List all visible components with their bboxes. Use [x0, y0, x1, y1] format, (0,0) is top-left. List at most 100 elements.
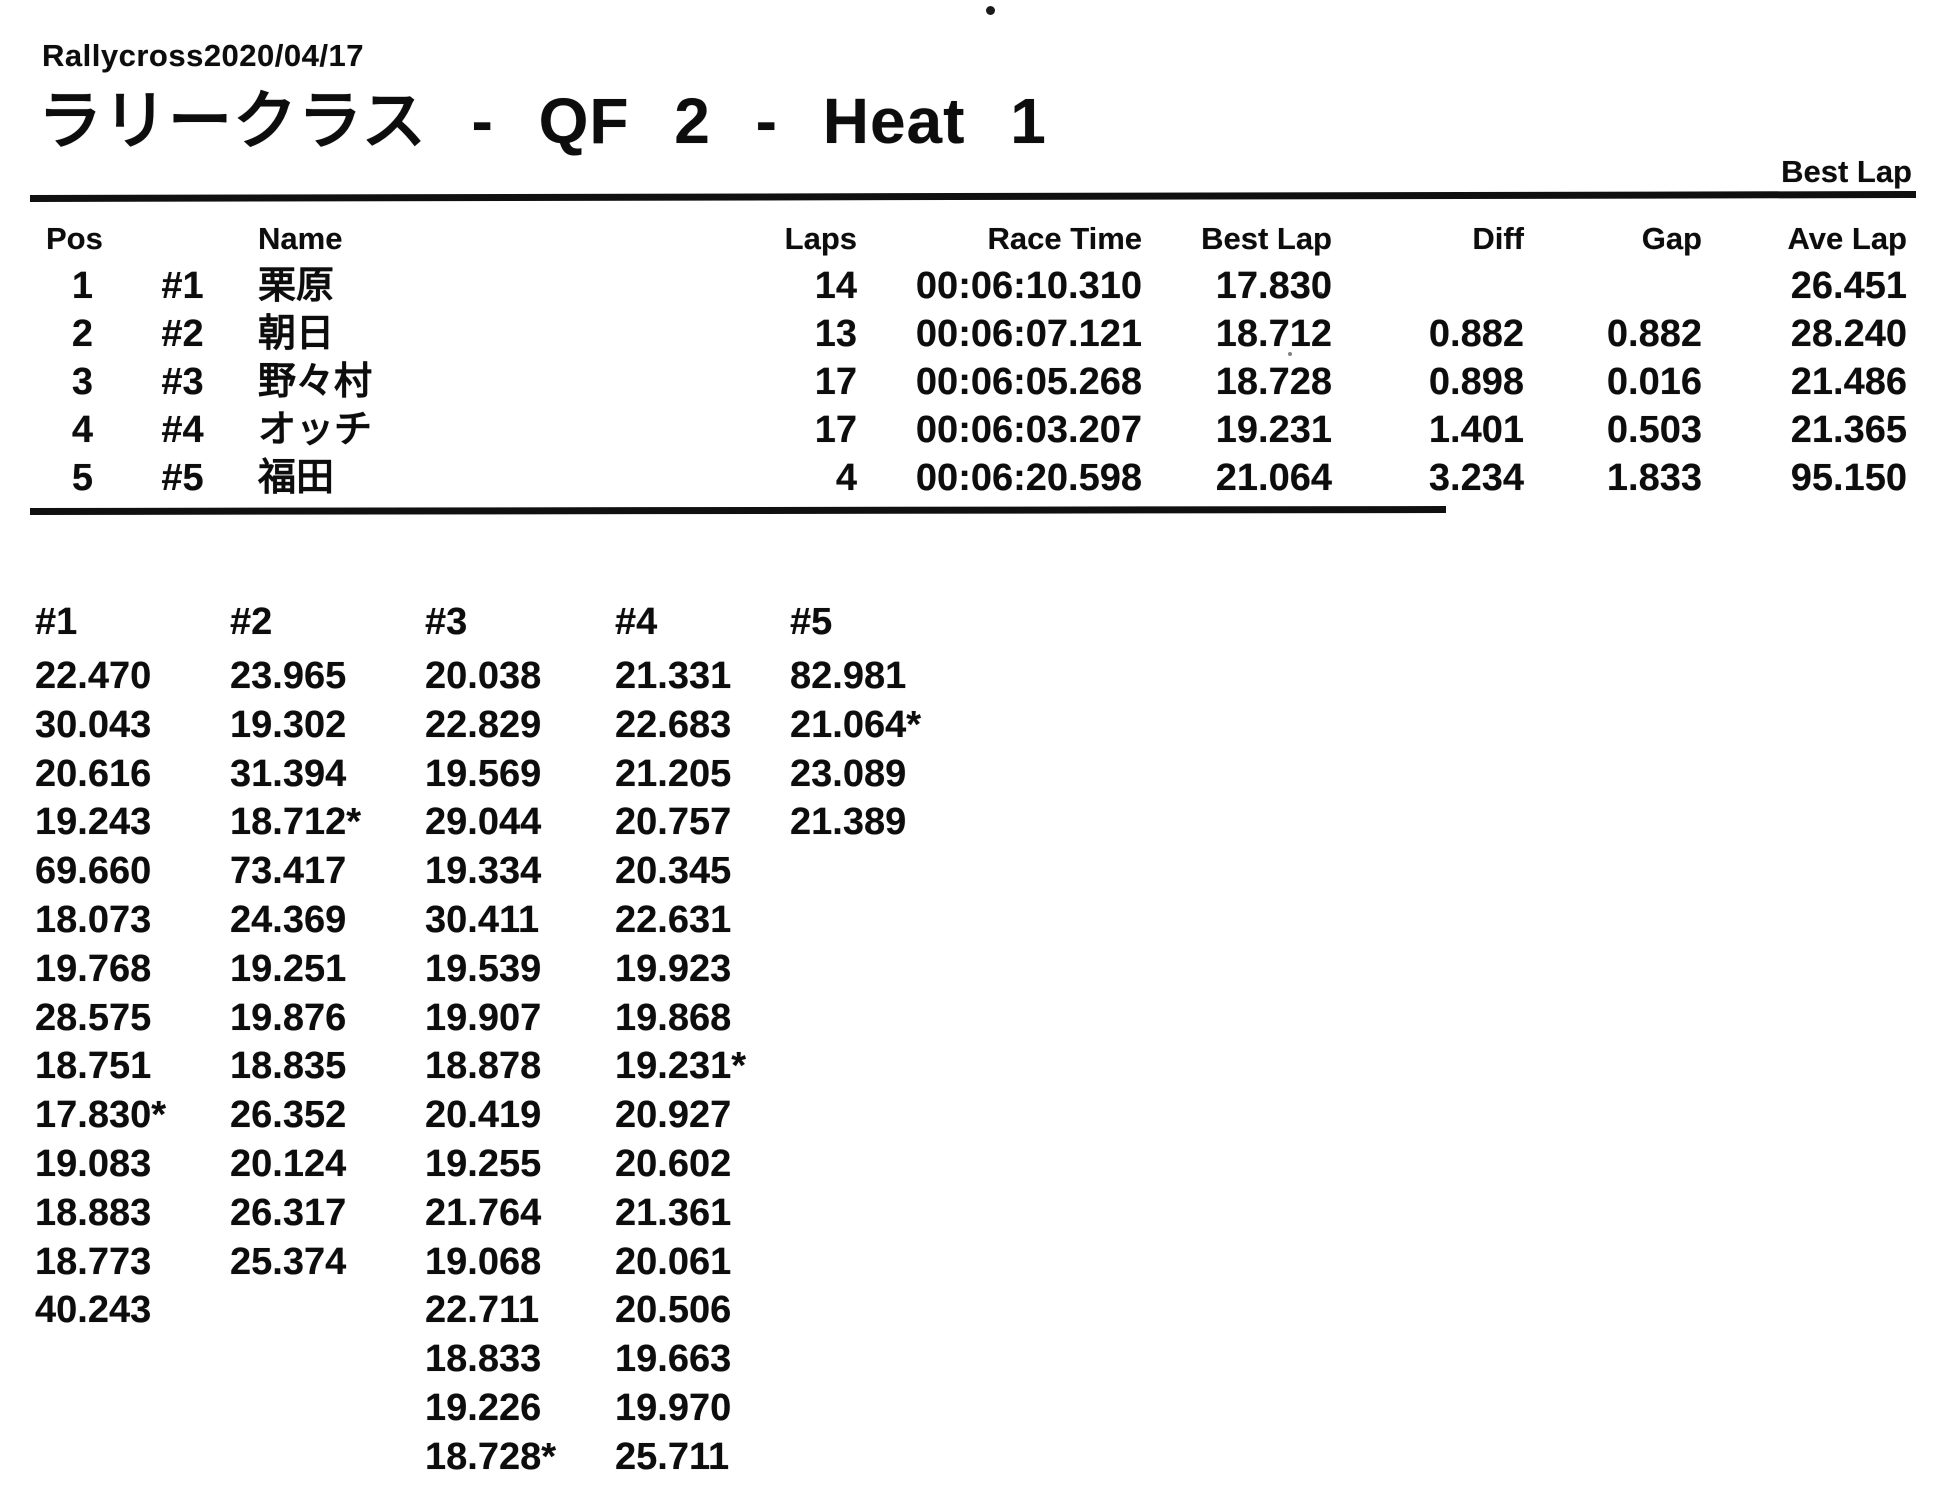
- lap-time-value: 22.631: [615, 898, 732, 941]
- cell-name: 福田: [258, 457, 335, 499]
- cell-best-lap: 21.064: [1215, 457, 1332, 499]
- lap-time-value: 30.411: [425, 898, 540, 941]
- lap-time-value: 20.124: [230, 1142, 347, 1185]
- lap-time-value: 23.089: [790, 752, 907, 795]
- lap-time-value: 82.981: [790, 655, 907, 697]
- lap-time-value: 25.711: [615, 1435, 730, 1478]
- lap-time-value: 29.044: [425, 801, 542, 844]
- lap-time-value: 69.660: [35, 850, 152, 893]
- results-bottom-divider: [29, 506, 1447, 515]
- lap-time-value: 20.038: [425, 655, 542, 697]
- lap-time-value: 17.830*: [35, 1094, 167, 1137]
- lap-time-value: 19.663: [615, 1338, 732, 1381]
- cell-gap: [1524, 262, 1702, 310]
- cell-ave-lap: 26.451: [1790, 265, 1907, 307]
- cell-best-lap: 18.728: [1215, 361, 1332, 403]
- cell-laps: 13: [814, 313, 857, 355]
- results-row: 2 #2 朝日 13 00:06:07.121 18.712 0.882 0.882 28.24…: [30, 310, 1910, 358]
- lap-column: #3 20.038 22.829 19.569 29.044 19.334 30.411 19…: [425, 600, 613, 1482]
- header-gap: Gap: [1641, 221, 1702, 256]
- header-car: [135, 216, 230, 262]
- results-body: 1 #1 栗原 14 00:06:10.310 17.830 26.451 2 #2 朝日 13 00…: [30, 262, 1910, 502]
- cell-race-time: 00:06:07.121: [915, 313, 1142, 355]
- cell-diff: 1.401: [1428, 409, 1524, 451]
- cell-best-lap: 19.231: [1215, 409, 1332, 451]
- lap-time-value: 18.751: [35, 1045, 152, 1088]
- cell-car: #3: [161, 361, 204, 403]
- results-header-row: Pos Name Laps Race Time Best Lap Diff Ga…: [30, 216, 1910, 262]
- cell-car: #1: [161, 265, 204, 307]
- cell-name: オッチ: [258, 409, 373, 451]
- lap-time-value: 21.064*: [790, 703, 922, 746]
- lap-time-value: 19.539: [425, 947, 542, 990]
- scan-speck: [986, 6, 995, 15]
- cell-name: 栗原: [258, 265, 335, 307]
- header-ave-lap: Ave Lap: [1787, 221, 1907, 256]
- lap-time-value: 31.394: [230, 752, 347, 795]
- lap-column-header: #1: [35, 601, 78, 643]
- lap-time-value: 20.927: [615, 1094, 732, 1137]
- cell-name: 野々村: [258, 361, 373, 403]
- lap-time-value: 73.417: [230, 850, 347, 893]
- cell-laps: 17: [814, 409, 857, 451]
- lap-time-value: 19.907: [425, 996, 542, 1039]
- cell-diff: 3.234: [1428, 457, 1524, 499]
- header-best-lap: Best Lap: [1201, 221, 1332, 256]
- cell-ave-lap: 21.486: [1790, 361, 1907, 403]
- cell-race-time: 00:06:10.310: [915, 265, 1142, 307]
- lap-time-value: 19.923: [615, 947, 732, 990]
- lap-time-value: 18.883: [35, 1191, 152, 1234]
- header-pos: Pos: [46, 221, 103, 256]
- lap-time-value: 21.389: [790, 801, 907, 844]
- header-race-time: Race Time: [987, 221, 1142, 256]
- cell-pos: 1: [71, 265, 94, 307]
- lap-time-value: 18.773: [35, 1240, 152, 1283]
- cell-gap: 0.882: [1606, 313, 1702, 355]
- lap-time-value: 21.764: [425, 1191, 542, 1234]
- cell-laps: 14: [814, 265, 857, 307]
- cell-laps: 17: [814, 361, 857, 403]
- cell-race-time: 00:06:03.207: [915, 409, 1142, 451]
- page-title: ラリークラス - QF 2 - Heat 1: [38, 85, 1047, 157]
- lap-column-header: #4: [615, 601, 658, 643]
- lap-time-value: 19.876: [230, 996, 347, 1039]
- lap-time-value: 24.369: [230, 898, 347, 941]
- cell-diff: [1332, 262, 1524, 310]
- lap-column: #2 23.965 19.302 31.394 18.712* 73.417 24.369 1…: [230, 600, 418, 1286]
- lap-time-value: 22.829: [425, 703, 542, 746]
- lap-time-value: 22.711: [425, 1289, 540, 1332]
- lap-time-value: 21.331: [615, 655, 732, 697]
- lap-time-value: 18.833: [425, 1338, 542, 1381]
- lap-time-value: 20.506: [615, 1289, 732, 1332]
- header-name: Name: [258, 221, 343, 256]
- lap-time-value: 19.251: [230, 947, 347, 990]
- lap-time-value: 19.302: [230, 703, 347, 746]
- lap-column-header: #3: [425, 601, 468, 643]
- lap-time-value: 19.970: [615, 1386, 732, 1429]
- lap-time-value: 19.768: [35, 947, 152, 990]
- results-row: 5 #5 福田 4 00:06:20.598 21.064 3.234 1.833 95.150: [30, 454, 1910, 502]
- cell-diff: 0.882: [1428, 313, 1524, 355]
- cell-name: 朝日: [258, 313, 335, 355]
- lap-time-value: 22.683: [615, 703, 732, 746]
- lap-time-value: 20.757: [615, 801, 732, 844]
- lap-time-value: 18.728*: [425, 1435, 557, 1478]
- lap-time-value: 19.569: [425, 752, 542, 795]
- cell-best-lap: 17.830: [1215, 265, 1332, 307]
- lap-time-value: 19.868: [615, 996, 732, 1039]
- lap-time-value: 19.243: [35, 801, 152, 844]
- cell-ave-lap: 21.365: [1790, 409, 1907, 451]
- lap-time-value: 19.068: [425, 1240, 542, 1283]
- lap-time-value: 20.061: [615, 1240, 732, 1283]
- lap-column-header: #2: [230, 601, 273, 643]
- header-divider: [29, 191, 1917, 202]
- cell-gap: 1.833: [1606, 457, 1702, 499]
- lap-time-value: 20.602: [615, 1142, 732, 1185]
- best-lap-note: Best Lap: [1781, 154, 1912, 189]
- lap-time-value: 19.083: [35, 1142, 152, 1185]
- cell-gap: 0.016: [1606, 361, 1702, 403]
- cell-ave-lap: 28.240: [1790, 313, 1907, 355]
- cell-pos: 4: [71, 409, 94, 451]
- lap-time-value: 18.835: [230, 1045, 347, 1088]
